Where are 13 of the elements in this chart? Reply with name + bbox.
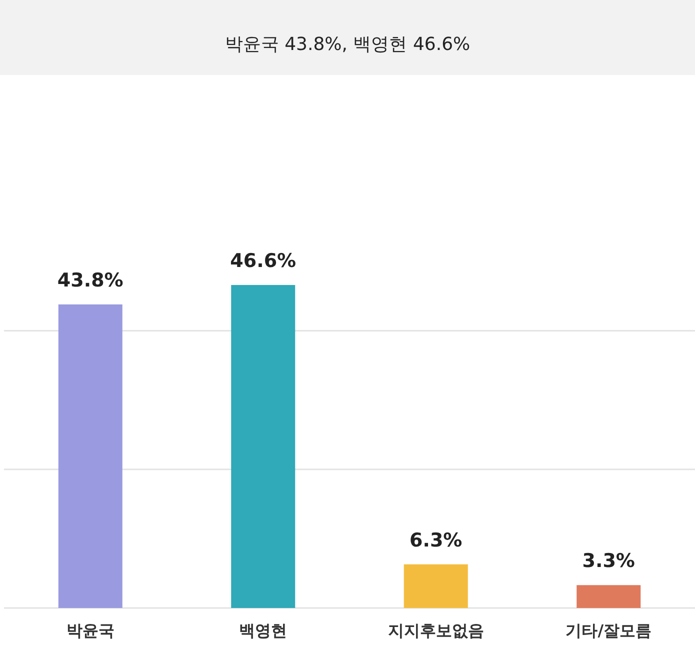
x-tick-label: 기타/잘모름 <box>566 621 652 640</box>
bar <box>58 304 122 608</box>
data-label: 6.3% <box>410 529 462 552</box>
x-tick-label: 박윤국 <box>66 621 114 640</box>
data-label: 3.3% <box>582 550 635 572</box>
bar <box>231 285 296 608</box>
data-label: 43.8% <box>57 269 124 292</box>
x-tick-label: 지지후보없음 <box>388 621 484 640</box>
data-label: 46.6% <box>230 250 296 272</box>
x-tick-label: 백영현 <box>239 621 288 640</box>
bar <box>576 585 641 608</box>
chart-title: 박윤국 43.8%, 백영현 46.6% <box>224 34 470 55</box>
bar <box>404 564 468 608</box>
